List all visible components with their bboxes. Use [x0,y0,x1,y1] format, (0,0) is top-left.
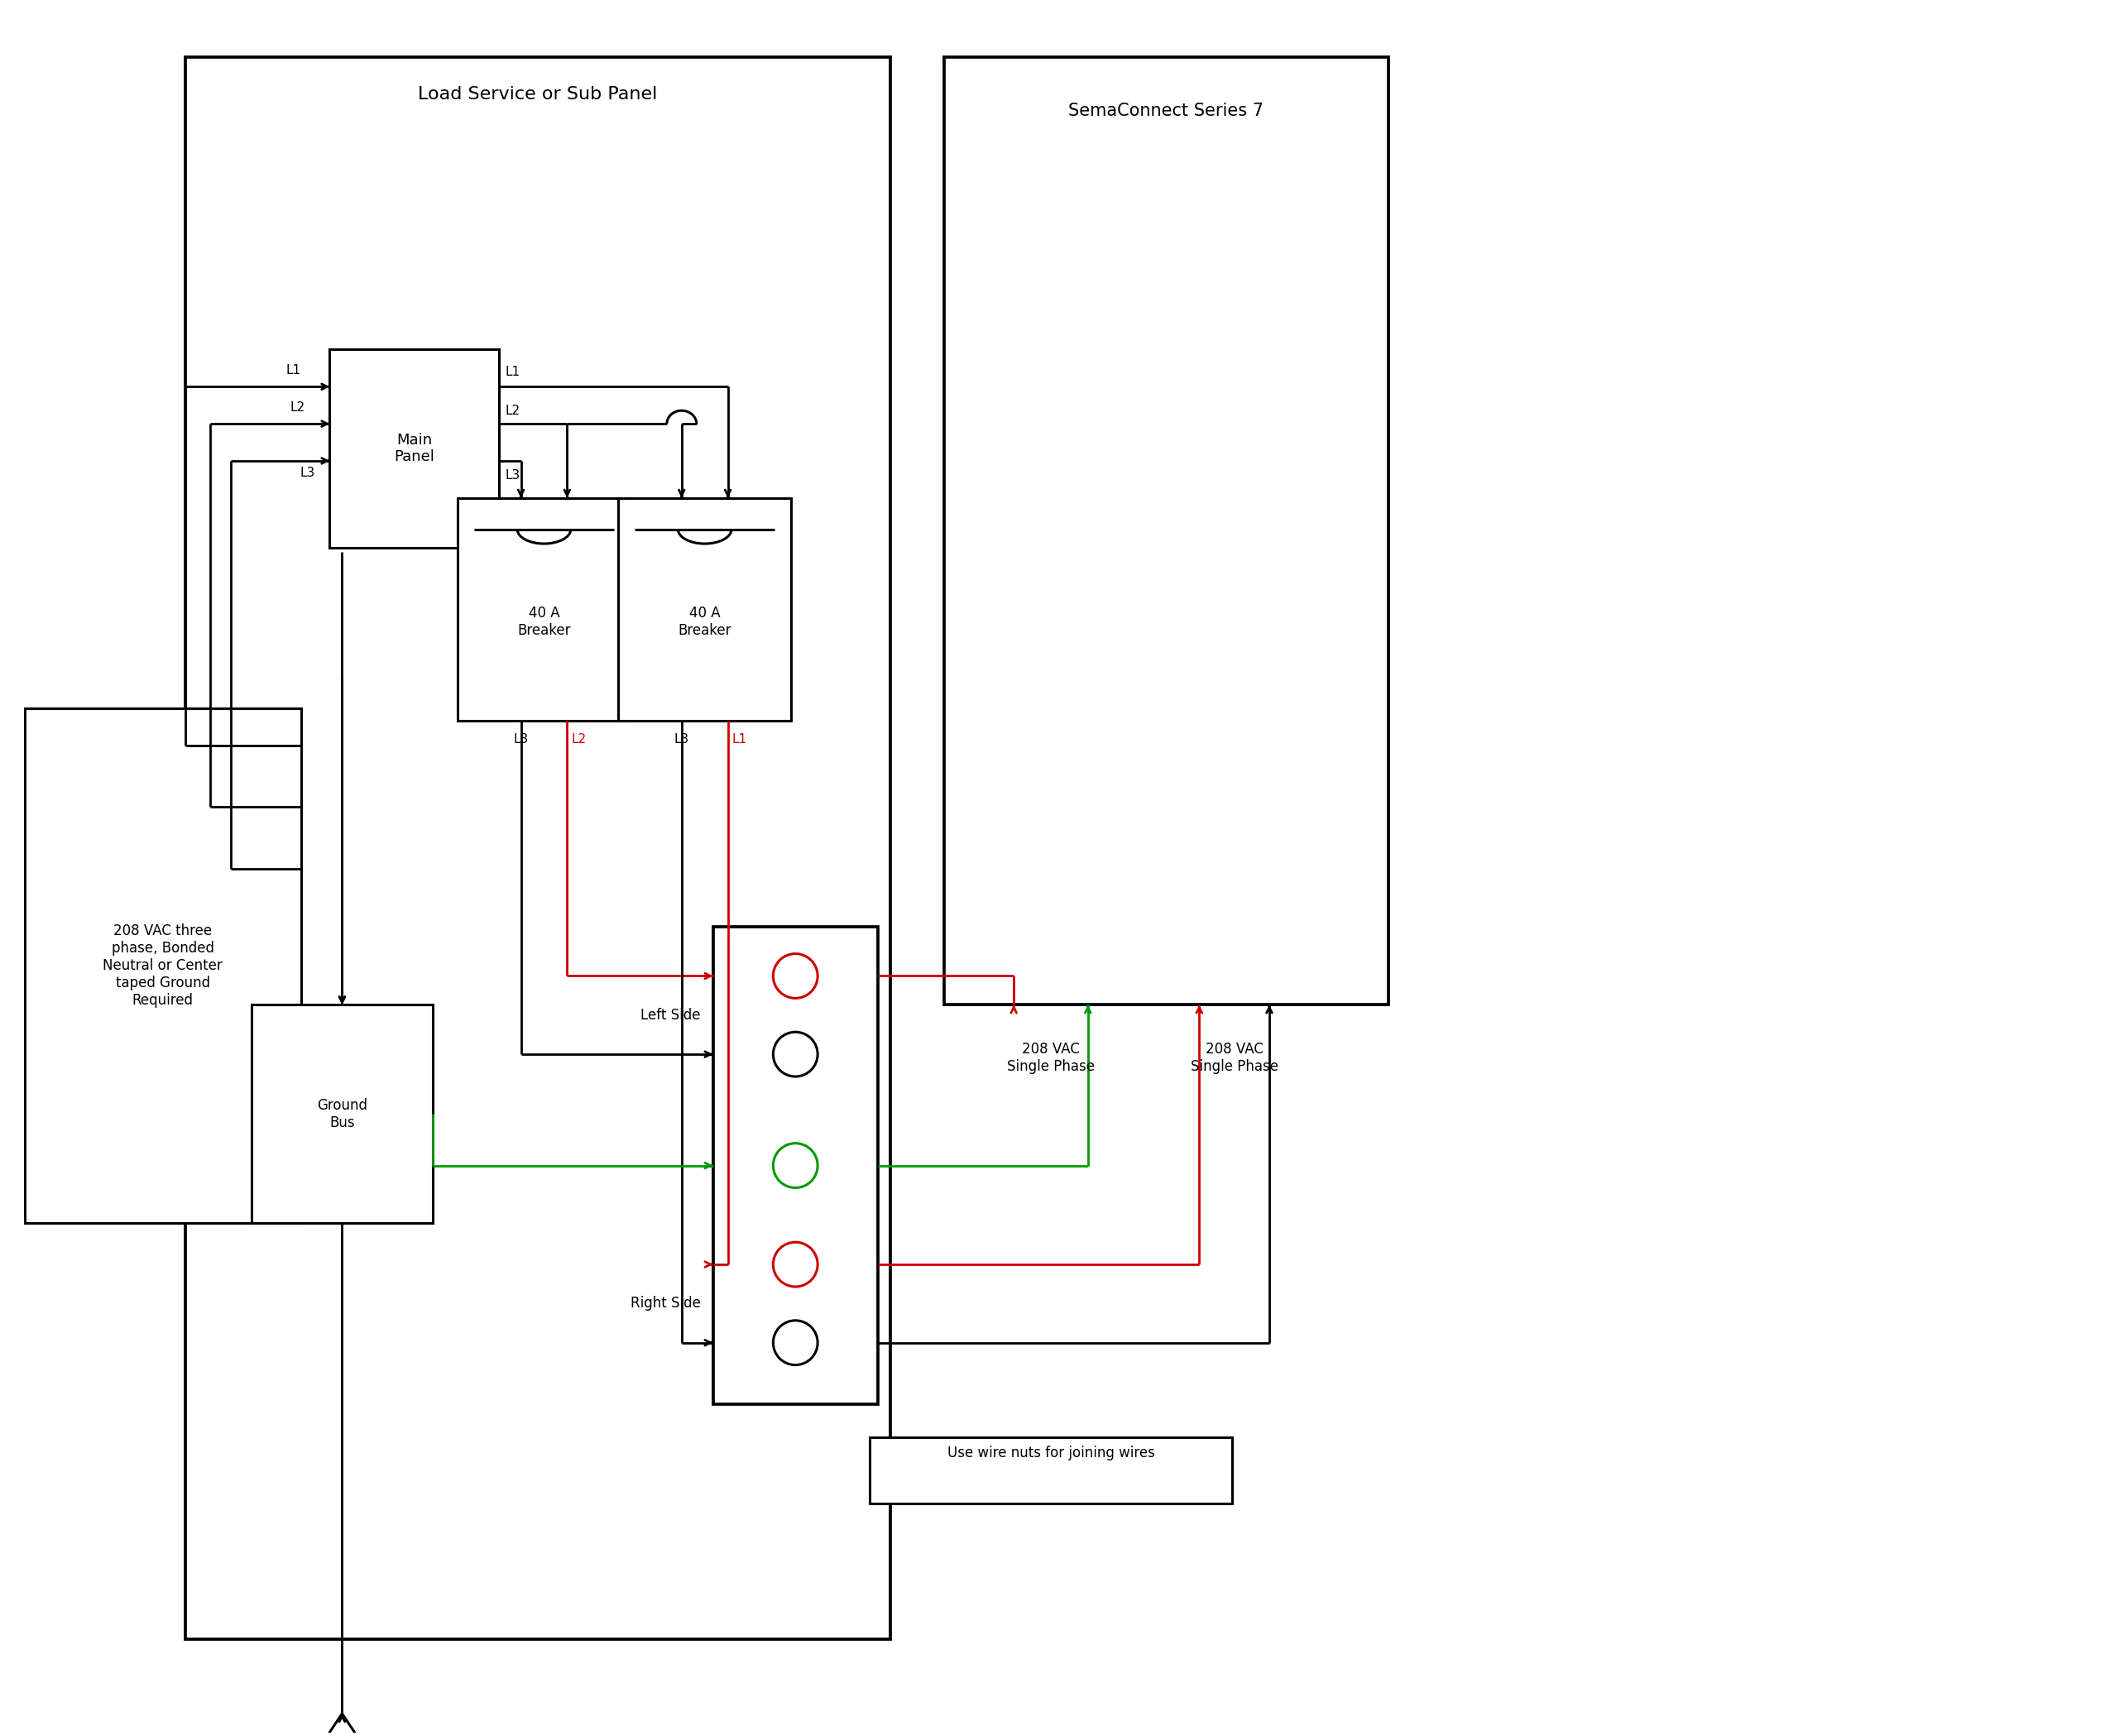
Text: L2: L2 [572,733,587,745]
FancyBboxPatch shape [618,498,791,720]
Text: 208 VAC
Single Phase: 208 VAC Single Phase [1006,1042,1095,1075]
Text: SemaConnect Series 7: SemaConnect Series 7 [1068,102,1264,118]
Text: Ground
Bus: Ground Bus [316,1097,367,1130]
FancyBboxPatch shape [329,349,498,547]
Text: 40 A
Breaker: 40 A Breaker [517,606,570,637]
Text: L3: L3 [513,733,528,745]
FancyBboxPatch shape [458,498,631,720]
Text: L1: L1 [285,365,302,377]
Text: Right Side: Right Side [631,1297,701,1311]
Text: 208 VAC three
phase, Bonded
Neutral or Center
taped Ground
Required: 208 VAC three phase, Bonded Neutral or C… [103,924,224,1007]
Text: Left Side: Left Side [641,1007,701,1023]
FancyBboxPatch shape [713,927,878,1404]
Text: Load Service or Sub Panel: Load Service or Sub Panel [418,85,658,102]
Text: L3: L3 [504,469,521,481]
Text: Use wire nuts for joining wires: Use wire nuts for joining wires [947,1446,1154,1460]
Text: L1: L1 [732,733,747,745]
FancyBboxPatch shape [251,1005,433,1224]
FancyBboxPatch shape [25,708,302,1224]
Text: L3: L3 [300,467,314,479]
Text: 40 A
Breaker: 40 A Breaker [677,606,732,637]
FancyBboxPatch shape [943,57,1388,1005]
FancyBboxPatch shape [186,57,890,1639]
Text: L2: L2 [504,404,521,417]
FancyBboxPatch shape [869,1437,1232,1503]
Text: L1: L1 [504,366,521,378]
Text: 208 VAC
Single Phase: 208 VAC Single Phase [1190,1042,1279,1075]
Text: L3: L3 [673,733,690,745]
Text: L2: L2 [289,401,306,413]
Text: Main
Panel: Main Panel [395,432,435,465]
